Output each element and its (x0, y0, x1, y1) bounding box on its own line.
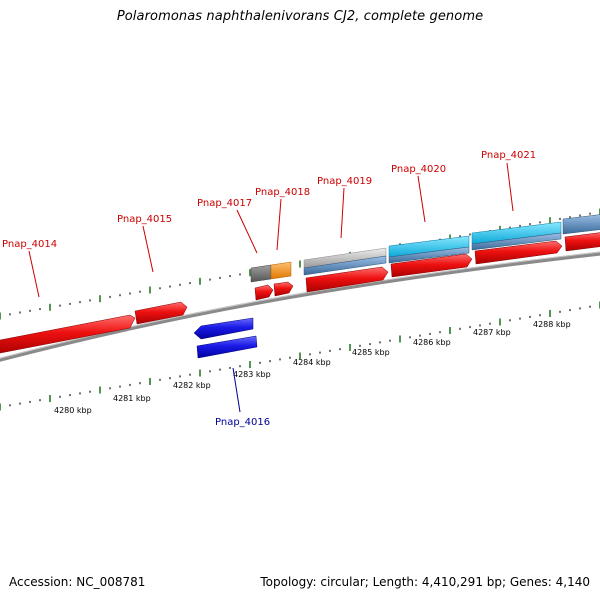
tick-label-4282: 4282 kbp (173, 381, 211, 390)
leader-pnap-4015 (142, 225, 154, 273)
tick-label-4284: 4284 kbp (293, 358, 331, 367)
leader-pnap-4019 (340, 187, 345, 239)
gene-label-pnap-4015[interactable]: Pnap_4015 (117, 214, 172, 225)
tick-label-4281: 4281 kbp (113, 394, 151, 403)
feature-bar-steel-2[interactable] (388, 246, 470, 264)
feature-bar-steel-3[interactable] (471, 232, 562, 251)
feature-bar-steel-1[interactable] (303, 255, 387, 276)
map-title: Polaromonas naphthalenivorans CJ2, compl… (116, 9, 484, 24)
feature-bar-orange[interactable] (270, 261, 292, 280)
gene-label-pnap-4018[interactable]: Pnap_4018 (255, 187, 310, 198)
feature-bar-gray[interactable] (250, 264, 272, 283)
cds-arrow-pnap-4015[interactable] (134, 301, 188, 325)
gene-label-pnap-4016[interactable]: Pnap_4016 (215, 417, 270, 428)
cds-arrow-pnap-4020[interactable] (390, 253, 473, 278)
gene-label-pnap-4019[interactable]: Pnap_4019 (317, 176, 372, 187)
tick-label-4287: 4287 kbp (473, 328, 511, 337)
genome-backbone-highlight (0, 251, 600, 359)
leader-pnap-4020 (417, 175, 426, 223)
gene-labels: Pnap_4014 Pnap_4015 Pnap_4016 Pnap_4017 … (2, 150, 536, 428)
cds-arrow-pnap-4014[interactable] (0, 314, 136, 354)
accession-text: Accession: NC_008781 (9, 575, 146, 589)
leader-pnap-4017 (236, 209, 258, 254)
cds-arrow-pnap-4018[interactable] (273, 281, 294, 297)
forward-cds-track (0, 232, 600, 354)
gene-label-pnap-4021[interactable]: Pnap_4021 (481, 150, 536, 161)
cds-arrow-pnap-4017[interactable] (254, 284, 274, 301)
gene-label-pnap-4017[interactable]: Pnap_4017 (197, 198, 252, 209)
genome-summary-text: Topology: circular; Length: 4,410,291 bp… (260, 575, 590, 589)
inner-tick-track (0, 301, 600, 411)
gene-label-pnap-4014[interactable]: Pnap_4014 (2, 239, 57, 250)
cds-arrow-pnap-4019[interactable] (305, 266, 389, 293)
gene-label-pnap-4020[interactable]: Pnap_4020 (391, 164, 446, 175)
gene-label-leaders (28, 162, 514, 413)
genome-backbone (0, 251, 600, 362)
tick-label-4285: 4285 kbp (352, 348, 390, 357)
reverse-cds-track (193, 317, 258, 359)
leader-pnap-4021 (506, 162, 514, 212)
tick-label-4288: 4288 kbp (533, 320, 571, 329)
tick-label-4286: 4286 kbp (413, 338, 451, 347)
cds-arrow-next[interactable] (564, 232, 600, 252)
cds-arrow-pnap-4016-part[interactable] (196, 335, 258, 359)
feature-bar-steel-4[interactable] (562, 214, 600, 235)
cds-arrow-pnap-4021[interactable] (474, 240, 563, 265)
leader-pnap-4018 (276, 198, 282, 251)
tick-label-4280: 4280 kbp (54, 406, 92, 415)
leader-pnap-4016 (232, 367, 241, 413)
cds-arrow-pnap-4016[interactable] (193, 317, 254, 340)
tick-label-4283: 4283 kbp (233, 370, 271, 379)
forward-feature-track (250, 214, 600, 283)
leader-pnap-4014 (28, 250, 40, 298)
coordinate-labels: 4280 kbp 4281 kbp 4282 kbp 4283 kbp 4284… (54, 320, 571, 415)
